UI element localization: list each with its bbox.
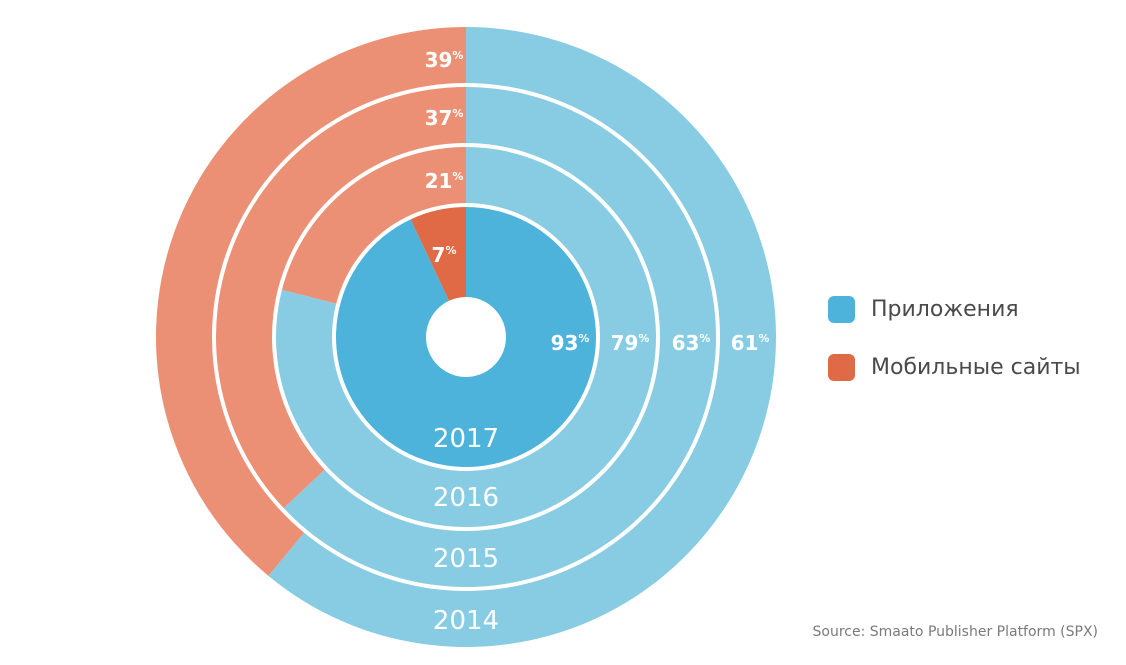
label-year-2016: 2016 [433,483,499,513]
slice-apps-2014 [268,27,777,647]
label-year-2015: 2015 [433,544,499,574]
slice-web-2016 [281,147,466,304]
slice-apps-2016 [276,147,656,527]
label-year-2017: 2017 [433,424,499,454]
legend-swatch-mobile-sites [828,353,855,381]
label-web-2016: 21% [425,169,464,193]
legend-label-mobile-sites: Мобильные сайты [871,354,1081,380]
slice-apps-2015 [283,87,717,587]
legend-swatch-apps [828,295,855,323]
slice-apps-2017 [336,207,596,468]
label-web-2015: 37% [425,106,464,130]
slice-web-2015 [216,87,466,509]
legend-item-mobile-sites: Мобильные сайты [828,348,1081,386]
legend-label-apps: Приложения [871,296,1019,322]
label-web-2017: 7% [432,243,457,267]
slice-web-2017 [410,207,466,301]
source-note: Source: Smaato Publisher Platform (SPX) [812,624,1099,640]
label-year-2014: 2014 [433,606,499,636]
slice-web-2014 [156,27,466,576]
legend-item-apps: Приложения [828,290,1081,328]
legend: Приложения Мобильные сайты [828,290,1081,406]
